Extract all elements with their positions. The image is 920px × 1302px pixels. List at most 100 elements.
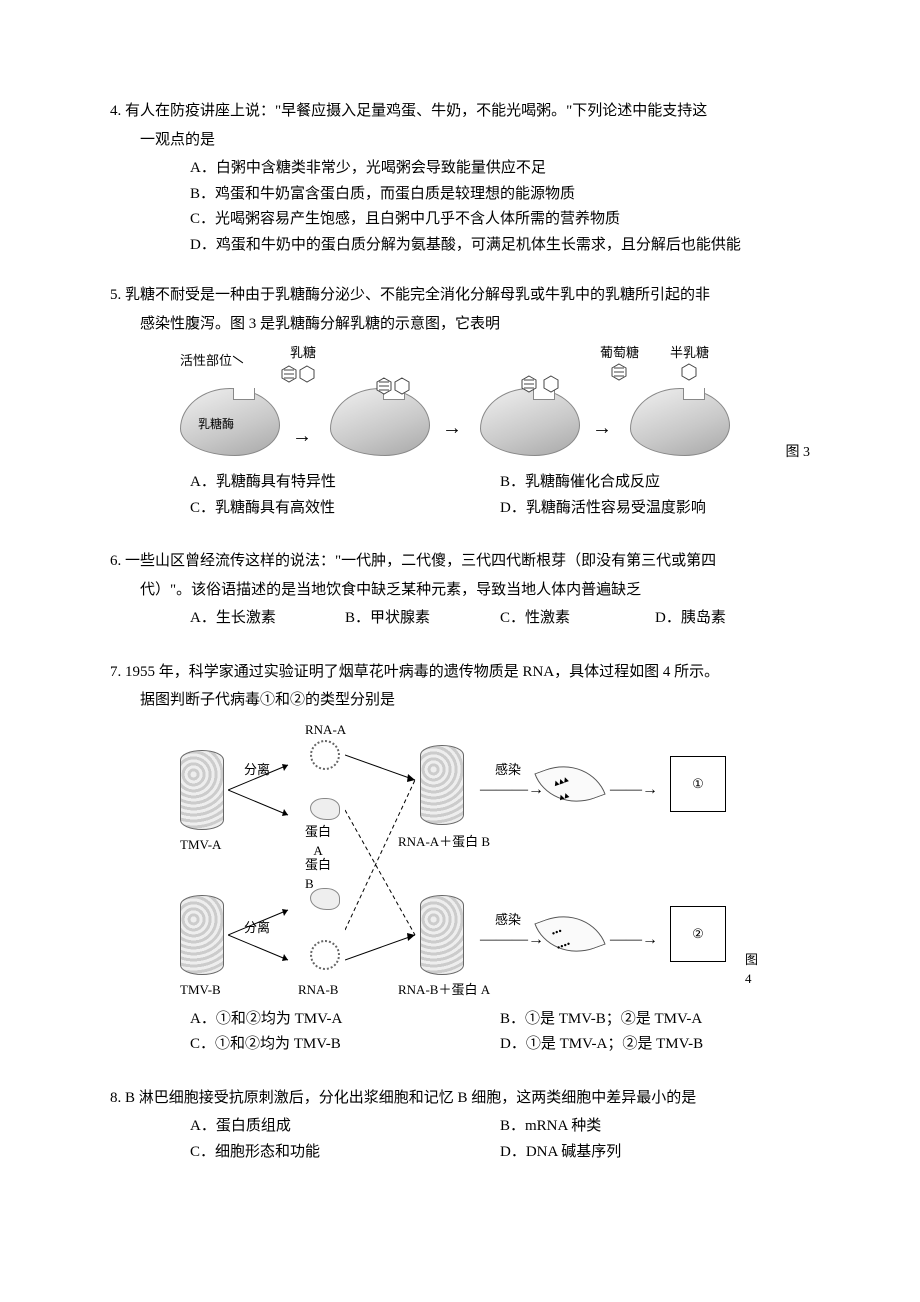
glucose-free: [610, 363, 628, 389]
q7-number: 7.: [110, 664, 121, 680]
q8-opt-d[interactable]: D．DNA 碱基序列: [500, 1141, 810, 1164]
rna-a-label: RNA-A: [305, 720, 346, 740]
arrow-2-icon: →: [442, 413, 462, 443]
q5-text1: 乳糖不耐受是一种由于乳糖酶分泌少、不能完全消化分解母乳或牛乳中的乳糖所引起的非: [125, 287, 710, 303]
label-lactose: 乳糖: [290, 343, 316, 363]
tmv-a-label: TMV-A: [180, 835, 221, 855]
q4-opt-d[interactable]: D．鸡蛋和牛奶中的蛋白质分解为氨基酸，可满足机体生长需求，且分解后也能供能: [190, 234, 810, 257]
q5-number: 5.: [110, 287, 121, 303]
q8-number: 8.: [110, 1090, 121, 1106]
q4-opt-c[interactable]: C．光喝粥容易产生饱感，且白粥中几乎不含人体所需的营养物质: [190, 208, 810, 231]
figure-4-wrap: TMV-A 分离 RNA-A 蛋白 A RNA-A＋蛋白 B 感染 ———→: [110, 720, 810, 1000]
question-4: 4. 有人在防疫讲座上说："早餐应摄入足量鸡蛋、牛奶，不能光喝粥。"下列论述中能…: [110, 100, 810, 256]
q6-opt-a[interactable]: A．生长激素: [190, 607, 345, 630]
q7-opt-b[interactable]: B．①是 TMV-B；②是 TMV-A: [500, 1008, 810, 1031]
q5-opt-a[interactable]: A．乳糖酶具有特异性: [190, 471, 500, 494]
q5-opt-b[interactable]: B．乳糖酶催化合成反应: [500, 471, 810, 494]
q4-stem-line2: 一观点的是: [110, 129, 810, 152]
q4-stem-line1: 4. 有人在防疫讲座上说："早餐应摄入足量鸡蛋、牛奶，不能光喝粥。"下列论述中能…: [110, 100, 810, 123]
infect-2-label: 感染: [495, 910, 521, 930]
q5-opt-d[interactable]: D．乳糖酶活性容易受温度影响: [500, 497, 810, 520]
q6-stem-line1: 6. 一些山区曾经流传这样的说法："一代肿，二代傻，三代四代断根芽（即没有第三代…: [110, 550, 810, 573]
result-2-label: ②: [692, 924, 704, 944]
rna-b-icon: [310, 940, 340, 970]
question-7: 7. 1955 年，科学家通过实验证明了烟草花叶病毒的遗传物质是 RNA，具体过…: [110, 661, 810, 1059]
q7-stem-line2: 据图判断子代病毒①和②的类型分别是: [110, 689, 810, 712]
figure-3-wrap: 活性部位 乳糖 葡萄糖 半乳糖 乳糖酶 →: [110, 343, 810, 463]
cross-lines-icon: [345, 740, 425, 970]
q4-number: 4.: [110, 103, 121, 119]
result-box-2: ②: [670, 906, 726, 962]
hybrid-ba-label: RNA-B＋蛋白 A: [398, 980, 490, 1000]
label-galactose: 半乳糖: [670, 343, 709, 363]
tmv-b-label: TMV-B: [180, 980, 221, 1000]
hybrid-ab-label: RNA-A＋蛋白 B: [398, 832, 490, 852]
arrow-3-icon: →: [592, 413, 612, 443]
q8-opt-a[interactable]: A．蛋白质组成: [190, 1115, 500, 1138]
products-bound: [520, 375, 560, 401]
tmv-b-icon: [180, 895, 224, 975]
arrow-result-1-icon: ——→: [610, 778, 658, 802]
q5-options-row1: A．乳糖酶具有特异性 B．乳糖酶催化合成反应: [110, 471, 810, 497]
q4-options: A．白粥中含糖类非常少，光喝粥会导致能量供应不足 B．鸡蛋和牛奶富含蛋白质，而蛋…: [110, 157, 810, 256]
hybrid-ab-icon: [420, 745, 464, 825]
hexpair-icon: [280, 365, 316, 383]
label-active-site: 活性部位: [180, 351, 232, 371]
result-1-label: ①: [692, 774, 704, 794]
q6-stem-line2: 代）"。该俗语描述的是当地饮食中缺乏某种元素，导致当地人体内普遍缺乏: [110, 579, 810, 602]
lactose-free: [280, 365, 316, 391]
q8-options-row2: C．细胞形态和功能 D．DNA 碱基序列: [110, 1141, 810, 1167]
arrow-result-2-icon: ——→: [610, 928, 658, 952]
q8-stem: 8. B 淋巴细胞接受抗原刺激后，分化出浆细胞和记忆 B 细胞，这两类细胞中差异…: [110, 1087, 810, 1110]
rna-b-label: RNA-B: [298, 980, 338, 1000]
split-arrows-a-icon: [228, 760, 308, 820]
arrow-1-icon: →: [292, 421, 312, 451]
q6-number: 6.: [110, 553, 121, 569]
protein-a-icon: [310, 798, 340, 820]
leaf-1-icon: ▴▴▴▴▴: [534, 753, 605, 815]
active-site-leader: [233, 356, 243, 364]
question-8: 8. B 淋巴细胞接受抗原刺激后，分化出浆细胞和记忆 B 细胞，这两类细胞中差异…: [110, 1087, 810, 1167]
q6-opt-d[interactable]: D．胰岛素: [655, 607, 810, 630]
lactase-diagram: 活性部位 乳糖 葡萄糖 半乳糖 乳糖酶 →: [180, 343, 740, 463]
q4-text1: 有人在防疫讲座上说："早餐应摄入足量鸡蛋、牛奶，不能光喝粥。"下列论述中能支持这: [125, 103, 707, 119]
label-glucose: 葡萄糖: [600, 343, 639, 363]
q7-text1: 1955 年，科学家通过实验证明了烟草花叶病毒的遗传物质是 RNA，具体过程如图…: [125, 664, 719, 680]
infect-1-label: 感染: [495, 760, 521, 780]
rna-a-icon: [310, 740, 340, 770]
q6-opt-c[interactable]: C．性激素: [500, 607, 655, 630]
q5-stem-line2: 感染性腹泻。图 3 是乳糖酶分解乳糖的示意图，它表明: [110, 313, 810, 336]
galactose-free: [680, 363, 698, 389]
split-arrows-b-icon: [228, 905, 308, 965]
q7-options-row1: A．①和②均为 TMV-A B．①是 TMV-B；②是 TMV-A: [110, 1008, 810, 1034]
arrow-infect-2-icon: ———→: [480, 928, 544, 952]
tmv-diagram: TMV-A 分离 RNA-A 蛋白 A RNA-A＋蛋白 B 感染 ———→: [180, 720, 740, 1000]
q8-options-row1: A．蛋白质组成 B．mRNA 种类: [110, 1115, 810, 1141]
q6-options: A．生长激素 B．甲状腺素 C．性激素 D．胰岛素: [110, 607, 810, 633]
q7-stem-line1: 7. 1955 年，科学家通过实验证明了烟草花叶病毒的遗传物质是 RNA，具体过…: [110, 661, 810, 684]
q7-opt-d[interactable]: D．①是 TMV-A；②是 TMV-B: [500, 1033, 810, 1056]
question-6: 6. 一些山区曾经流传这样的说法："一代肿，二代傻，三代四代断根芽（即没有第三代…: [110, 550, 810, 633]
q5-opt-c[interactable]: C．乳糖酶具有高效性: [190, 497, 500, 520]
q4-opt-b[interactable]: B．鸡蛋和牛奶富含蛋白质，而蛋白质是较理想的能源物质: [190, 183, 810, 206]
q8-opt-c[interactable]: C．细胞形态和功能: [190, 1141, 500, 1164]
figure-4-caption: 图 4: [745, 950, 758, 989]
protein-b-label: 蛋白 B: [305, 855, 331, 894]
arrow-infect-1-icon: ———→: [480, 778, 544, 802]
figure-3-caption: 图 3: [786, 442, 811, 463]
q6-opt-b[interactable]: B．甲状腺素: [345, 607, 500, 630]
enzyme-4: [630, 388, 730, 456]
q7-opt-a[interactable]: A．①和②均为 TMV-A: [190, 1008, 500, 1031]
label-enzyme: 乳糖酶: [198, 415, 234, 433]
q7-opt-c[interactable]: C．①和②均为 TMV-B: [190, 1033, 500, 1056]
question-5: 5. 乳糖不耐受是一种由于乳糖酶分泌少、不能完全消化分解母乳或牛乳中的乳糖所引起…: [110, 284, 810, 522]
q5-options-row2: C．乳糖酶具有高效性 D．乳糖酶活性容易受温度影响: [110, 497, 810, 523]
q5-stem-line1: 5. 乳糖不耐受是一种由于乳糖酶分泌少、不能完全消化分解母乳或牛乳中的乳糖所引起…: [110, 284, 810, 307]
q4-opt-a[interactable]: A．白粥中含糖类非常少，光喝粥会导致能量供应不足: [190, 157, 810, 180]
lactose-bound-2: [375, 377, 411, 403]
hybrid-ba-icon: [420, 895, 464, 975]
q8-text: B 淋巴细胞接受抗原刺激后，分化出浆细胞和记忆 B 细胞，这两类细胞中差异最小的…: [125, 1090, 696, 1106]
result-box-1: ①: [670, 756, 726, 812]
q8-opt-b[interactable]: B．mRNA 种类: [500, 1115, 810, 1138]
q6-text1: 一些山区曾经流传这样的说法："一代肿，二代傻，三代四代断根芽（即没有第三代或第四: [125, 553, 716, 569]
